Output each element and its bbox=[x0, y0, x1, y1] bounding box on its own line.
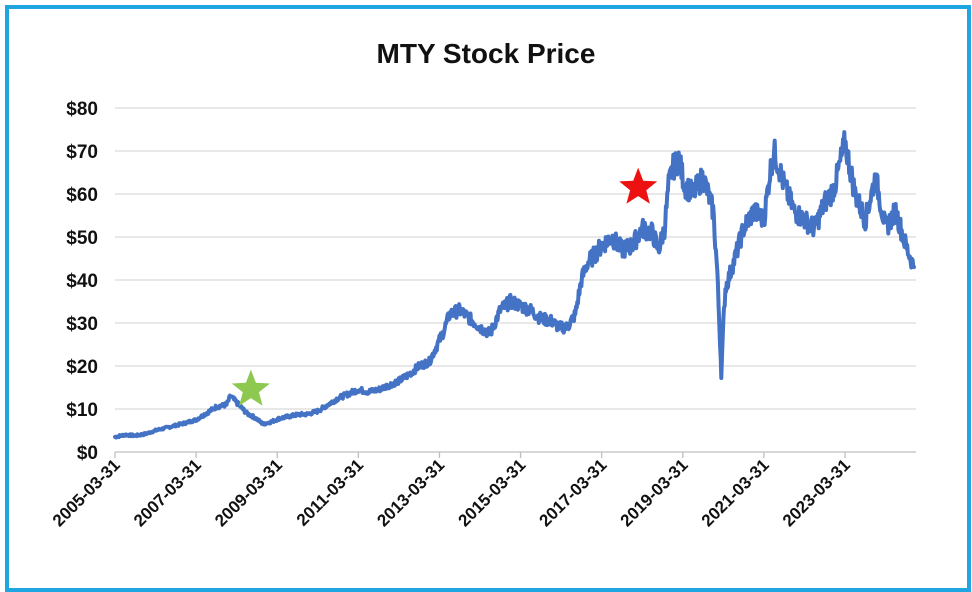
x-tick-label: 2007-03-31 bbox=[130, 455, 205, 530]
grid-lines bbox=[115, 107, 916, 453]
x-tick-label: 2013-03-31 bbox=[373, 455, 448, 530]
y-tick-label: $20 bbox=[66, 357, 98, 378]
x-axis-ticks: 2005-03-31 2007-03-31 2009-03-31 2011-03-31… bbox=[49, 452, 854, 530]
y-tick-label: $60 bbox=[66, 185, 98, 206]
y-tick-label: $30 bbox=[66, 314, 98, 335]
y-tick-label: $10 bbox=[66, 400, 98, 421]
x-tick-label: 2017-03-31 bbox=[536, 455, 611, 530]
x-tick-label: 2015-03-31 bbox=[454, 455, 529, 530]
series-layer bbox=[113, 130, 916, 440]
chart-title: MTY Stock Price bbox=[377, 38, 596, 69]
chart-frame bbox=[5, 5, 971, 592]
y-tick-label: $50 bbox=[66, 228, 98, 249]
y-tick-label: $40 bbox=[66, 271, 98, 292]
x-tick-label: 2011-03-31 bbox=[293, 455, 367, 529]
annotation-layer bbox=[231, 167, 658, 406]
y-tick-label: $70 bbox=[66, 142, 98, 163]
y-tick-label: $0 bbox=[77, 443, 98, 464]
x-tick-label: 2021-03-31 bbox=[698, 455, 773, 530]
green-star-marker bbox=[231, 369, 270, 406]
x-tick-label: 2019-03-31 bbox=[617, 455, 692, 530]
x-tick-label: 2005-03-31 bbox=[49, 455, 124, 530]
red-star-marker bbox=[619, 167, 658, 204]
x-tick-label: 2009-03-31 bbox=[211, 455, 286, 530]
y-tick-label: $80 bbox=[66, 99, 98, 120]
x-tick-label: 2023-03-31 bbox=[779, 455, 854, 530]
y-axis-ticks: $0 $10 $20 $30 $40 $50 $60 $70 $80 bbox=[66, 99, 98, 464]
series-line-mty bbox=[113, 130, 916, 440]
